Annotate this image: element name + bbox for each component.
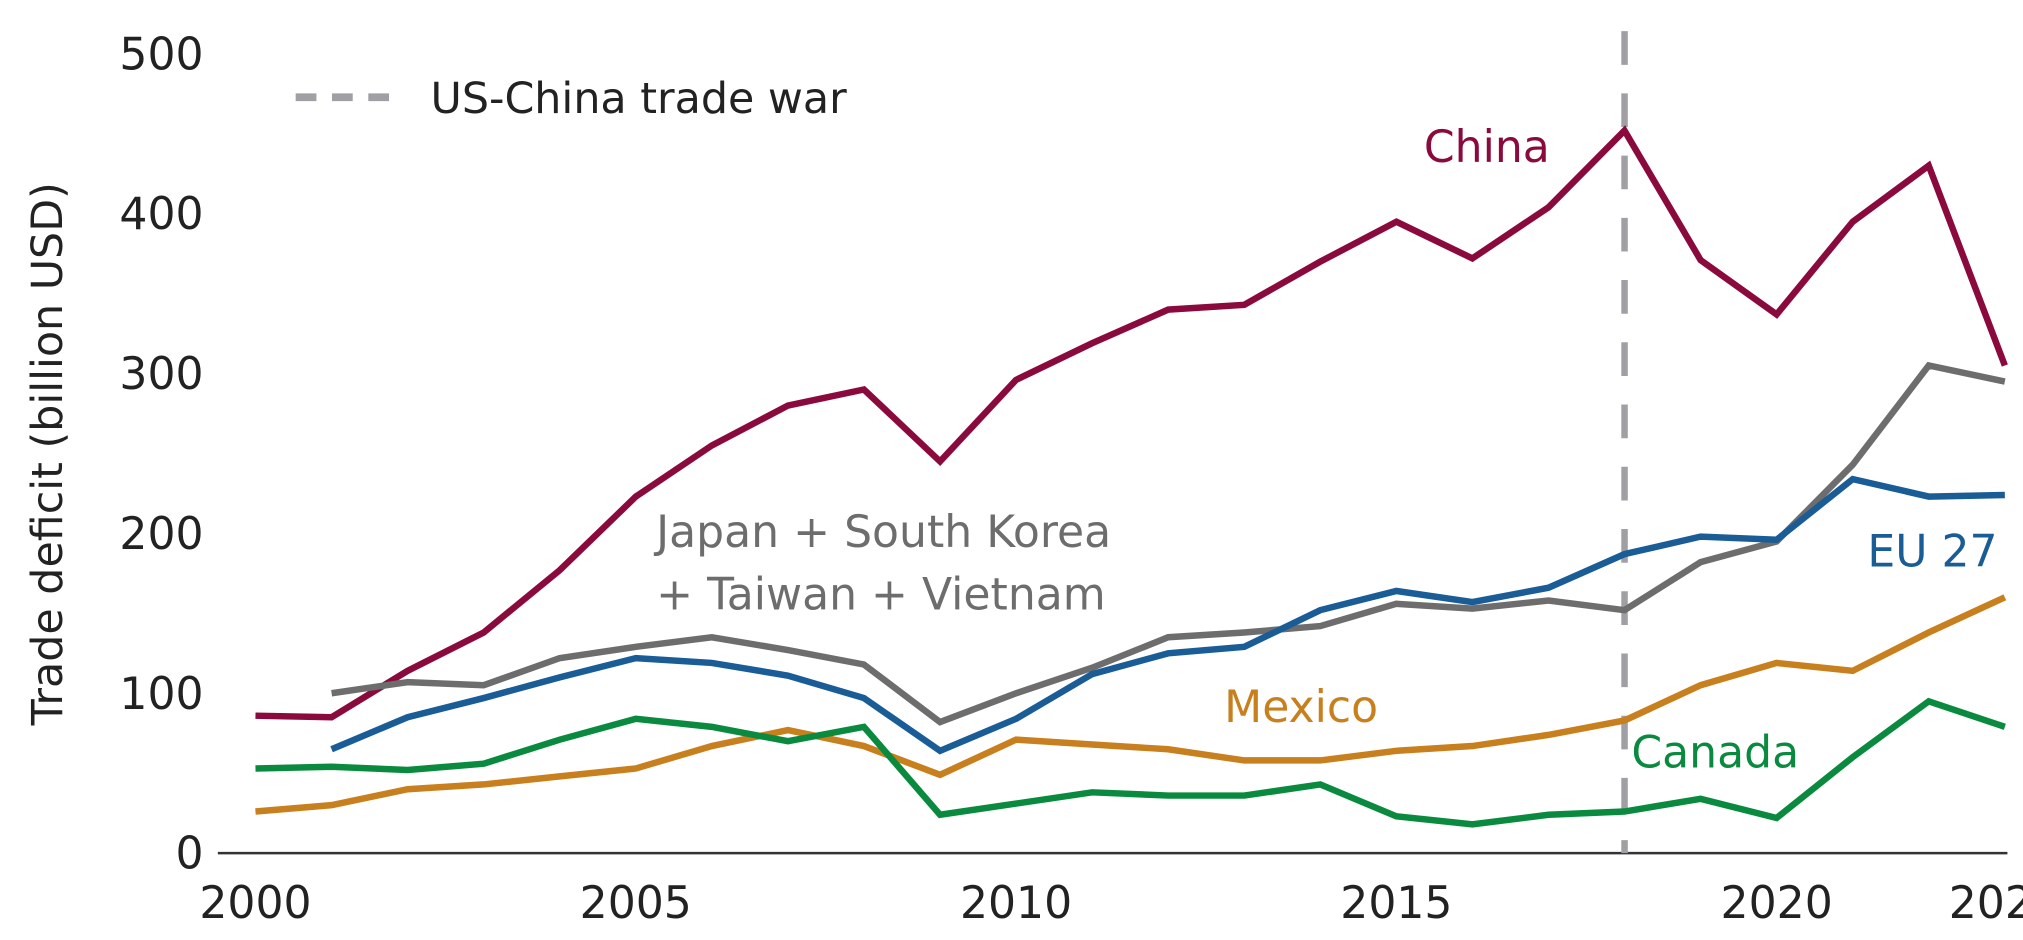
- series-label-china: China: [1424, 122, 1550, 173]
- series-line-eu-27: [330, 475, 2005, 755]
- series-label-japan-line1: Japan + South Korea: [653, 507, 1111, 558]
- legend-label-trade-war: US-China trade war: [431, 74, 848, 124]
- x-tick-label: 2015: [1340, 878, 1452, 929]
- series-line-mexico: [255, 594, 2007, 815]
- y-tick-label: 400: [119, 189, 203, 240]
- series-label-japan-line2: + Taiwan + Vietnam: [656, 569, 1106, 620]
- series-line-china: [255, 125, 2008, 721]
- x-axis-ticks: 2000 2005 2010 2015 2020 2023: [199, 878, 2023, 929]
- y-axis-ticks: 0 100 200 300 400 500: [119, 29, 203, 879]
- x-tick-label: 2023: [1949, 878, 2023, 929]
- y-tick-label: 500: [119, 29, 203, 80]
- y-tick-label: 300: [119, 349, 203, 400]
- y-tick-label: 200: [119, 509, 203, 560]
- y-tick-label: 100: [119, 669, 203, 720]
- series-label-mexico: Mexico: [1224, 682, 1378, 733]
- series-lines: [255, 125, 2008, 828]
- x-tick-label: 2020: [1721, 878, 1833, 929]
- series-label-canada: Canada: [1631, 728, 1799, 779]
- legend: US-China trade war: [295, 74, 848, 124]
- y-axis-title: Trade deficit (billion USD): [23, 182, 73, 726]
- x-tick-label: 2005: [580, 878, 692, 929]
- series-label-eu: EU 27: [1867, 527, 1997, 578]
- x-tick-label: 2010: [960, 878, 1072, 929]
- series-line-canada: [255, 697, 2006, 828]
- series-line-japan-south-korea-taiwan-vietnam: [331, 361, 2006, 726]
- x-tick-label: 2000: [199, 878, 311, 929]
- y-tick-label: 0: [176, 829, 204, 880]
